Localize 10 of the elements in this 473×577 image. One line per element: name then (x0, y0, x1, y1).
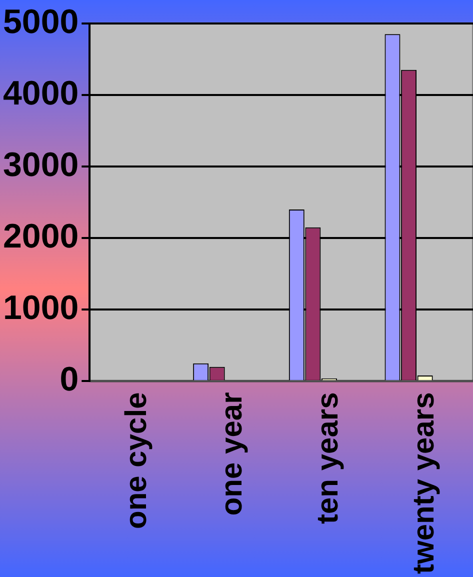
y-tick-label: 2000 (2, 217, 79, 256)
y-tick-label: 3000 (2, 146, 79, 184)
x-tick-label: one year (216, 392, 249, 516)
y-tick-label: 1000 (2, 289, 79, 328)
x-tick-label: one cycle (120, 392, 153, 529)
x-tick-label: ten years (312, 392, 345, 524)
y-tick-label: 5000 (2, 2, 79, 41)
y-tick-label: 0 (60, 360, 79, 399)
y-tick-label: 4000 (2, 74, 79, 112)
x-tick-label: twenty years (407, 392, 440, 574)
